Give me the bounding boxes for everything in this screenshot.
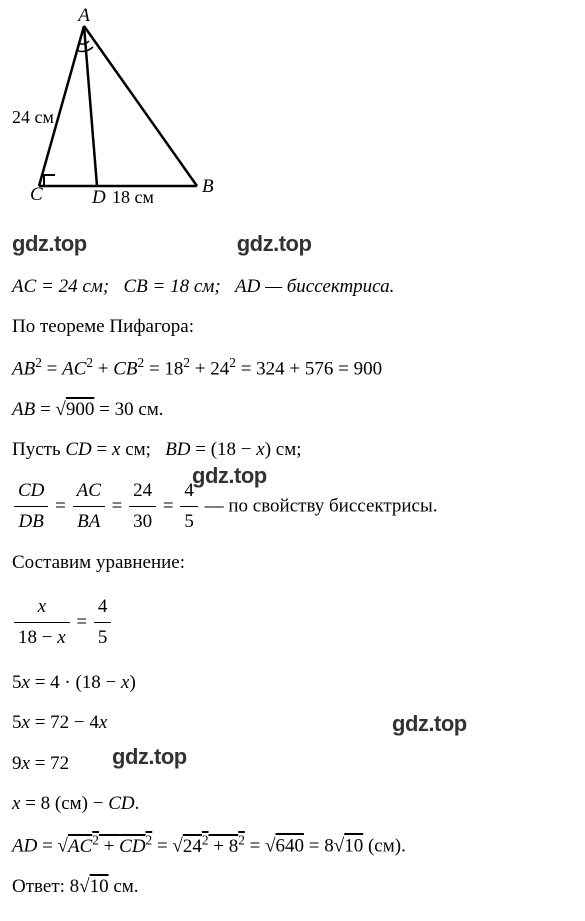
side-db-label: 18 см <box>112 187 154 207</box>
ratio-tail: — по свойству биссектрисы. <box>205 495 438 516</box>
eq2: 5x = 4 · (18 − x) <box>12 668 573 698</box>
den: DB <box>19 511 44 532</box>
let-line: Пусть CD = x см; BD = (18 − x) см; <box>12 435 573 465</box>
den: 5 <box>94 623 112 653</box>
r4: 10 <box>344 836 363 857</box>
watermark: gdz.top <box>237 226 312 261</box>
frac-cd-db: CD DB <box>14 476 48 538</box>
num: CD <box>18 480 44 501</box>
r2: 242 + 82 <box>183 836 245 857</box>
eq5: x = 8 (см) − CD. <box>12 789 573 819</box>
side-ac-label: 24 см <box>12 107 54 127</box>
r3: 640 <box>276 836 305 857</box>
vertex-a-label: A <box>76 8 90 26</box>
eq1: x 18 − x = 4 5 <box>12 592 573 654</box>
vertex-c-label: C <box>30 184 43 205</box>
ab-suffix: = 30 см. <box>94 399 163 420</box>
watermark: gdz.top <box>112 739 187 774</box>
den: BA <box>77 511 100 532</box>
vertex-d-label: D <box>91 187 106 208</box>
sqrt-900: 900 <box>66 399 95 420</box>
ab-squared: AB2 = AC2 + CB2 = 182 + 242 = 324 + 576 … <box>12 352 573 385</box>
ad-given: AD — биссектриса. <box>235 276 394 297</box>
answer-rad: 10 <box>90 876 109 897</box>
frac-24-30: 24 30 <box>129 476 156 538</box>
compose-equation: Составим уравнение: <box>12 548 573 578</box>
ratio-line: CD DB = AC BA = 24 30 = 4 5 — по свойств… <box>12 476 573 538</box>
let-cd: Пусть CD = x см; <box>12 439 151 460</box>
frac-x: x 18 − x <box>14 592 70 654</box>
eq3: 5x = 72 − 4x gdz.top <box>12 708 573 738</box>
answer: Ответ: 8√10 см. <box>12 872 573 902</box>
num: 24 <box>129 476 156 507</box>
vertex-b-label: B <box>202 176 214 197</box>
given-line: AC = 24 см; CB = 18 см; AD — биссектриса… <box>12 272 573 302</box>
watermark-row-1: gdz.top gdz.top <box>12 226 573 261</box>
watermark: gdz.top <box>192 458 267 493</box>
eq4: 9x = 72 gdz.top <box>12 749 573 779</box>
den: 5 <box>180 507 198 537</box>
triangle-figure: A C D B 24 см 18 см <box>12 8 573 218</box>
num: AC <box>77 480 101 501</box>
answer-end: см. <box>109 876 139 897</box>
num: x <box>38 596 46 617</box>
r1: AC2 + CD2 <box>68 836 152 857</box>
cb-given: CB = 18 см; <box>124 276 221 297</box>
den: 30 <box>129 507 156 537</box>
frac-ac-ba: AC BA <box>73 476 105 538</box>
watermark: gdz.top <box>12 226 87 261</box>
ad-calc: AD = √AC2 + CD2 = √242 + 82 = √640 = 8√1… <box>12 829 573 862</box>
frac-4-5-eq: 4 5 <box>94 592 112 654</box>
ac-given: AC = 24 см; <box>12 276 109 297</box>
num: 4 <box>94 592 112 623</box>
ab-value: AB = √900 = 30 см. <box>12 395 573 425</box>
watermark: gdz.top <box>392 706 467 741</box>
den: 18 − x <box>14 623 70 653</box>
pythagoras-intro: По теореме Пифагора: <box>12 312 573 342</box>
